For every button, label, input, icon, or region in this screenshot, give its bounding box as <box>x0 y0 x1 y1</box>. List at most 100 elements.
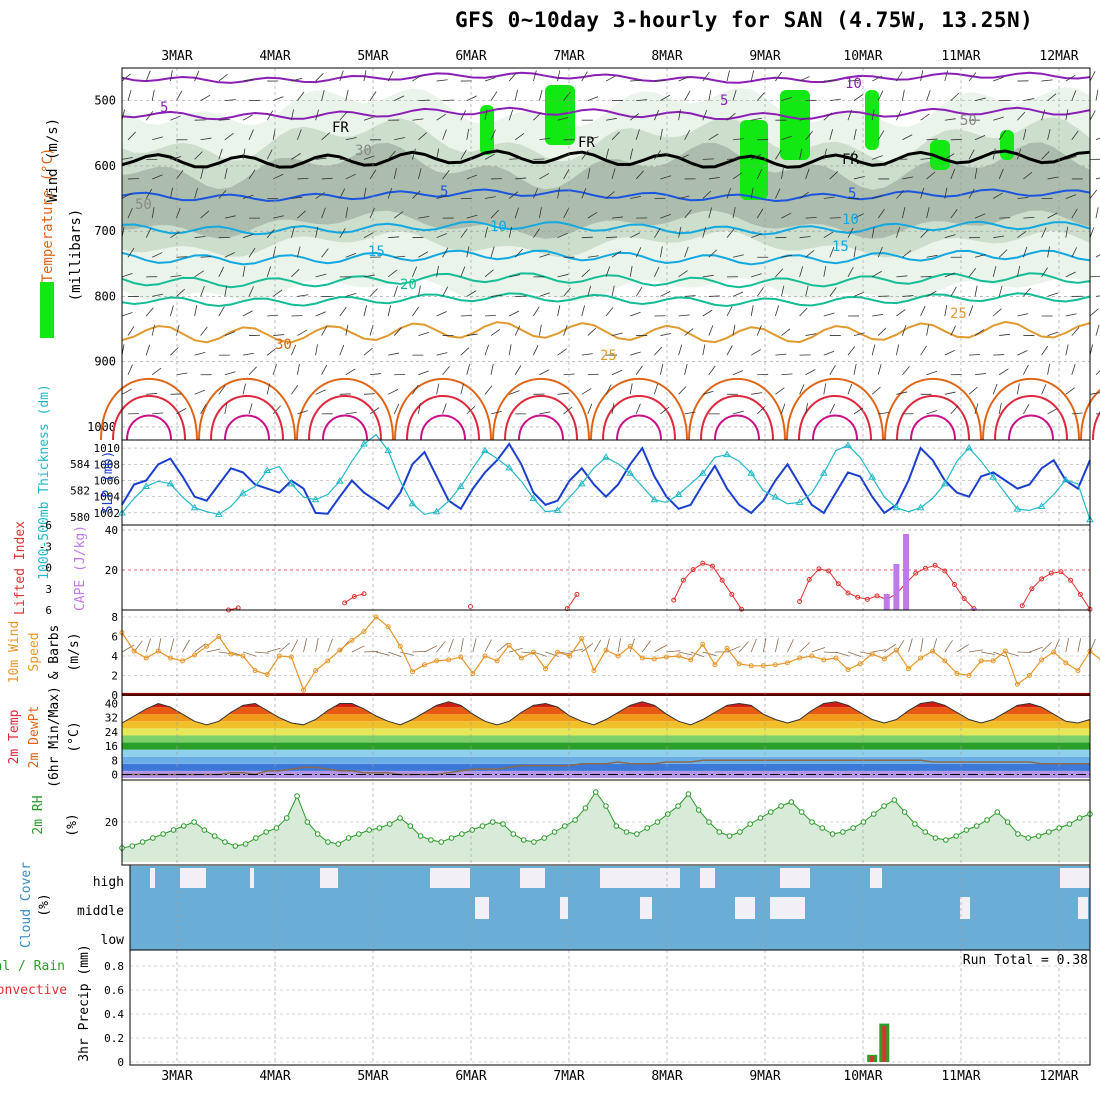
wind-barb <box>436 352 448 356</box>
wind-barb-10m <box>932 638 938 653</box>
panel-bg-precip <box>130 950 1090 1065</box>
wind-barb <box>799 384 805 395</box>
wind-speed-marker <box>1014 681 1020 687</box>
wind-barb <box>291 226 295 238</box>
wind-barb <box>684 90 691 101</box>
wind-barb <box>853 213 865 219</box>
wind-barb-10m <box>460 638 464 653</box>
thickness-marker <box>239 489 247 496</box>
wind-barb <box>442 170 450 180</box>
wind-barb <box>581 388 592 395</box>
ylabel-wind-10m: (m/s) <box>67 632 82 671</box>
wind-speed-marker <box>918 655 924 661</box>
wind-barb <box>872 75 883 82</box>
wind-barb <box>345 324 349 336</box>
rh2m-marker <box>767 809 774 815</box>
wind-barb <box>224 132 234 141</box>
rh2m-marker <box>129 843 136 849</box>
rh2m-marker <box>726 833 733 839</box>
wind-barb <box>1041 109 1046 121</box>
wind-barb <box>272 405 281 415</box>
wind-barb <box>1095 137 1100 141</box>
wind-barb-10m <box>1017 651 1032 653</box>
wind-barb <box>726 112 736 121</box>
wind-barb <box>557 348 567 356</box>
thickness-marker <box>844 441 852 448</box>
wind-barb <box>823 112 833 121</box>
wind-speed-marker <box>506 642 512 648</box>
date-label-bottom: 12MAR <box>1039 1069 1078 1084</box>
wind-barb <box>1017 197 1029 199</box>
wind-barb <box>242 148 246 160</box>
wind-barb <box>466 174 478 180</box>
wind-barb <box>321 364 328 375</box>
panel-frame-precip <box>129 949 1091 1066</box>
wind-barb-10m <box>400 651 414 656</box>
wind-barb <box>394 137 406 141</box>
wind-barb <box>533 306 540 317</box>
wind-barb <box>533 345 539 356</box>
wind-barb <box>853 128 857 140</box>
rh2m-marker <box>201 827 208 833</box>
wind-barb <box>557 232 568 239</box>
wind-barb <box>968 354 981 356</box>
wind-barb <box>539 253 551 258</box>
wind-barb <box>732 291 744 297</box>
wind-barb <box>1017 383 1020 395</box>
wind-barb <box>968 386 978 395</box>
boundary-layer-contour <box>406 394 480 441</box>
thickness-marker <box>940 479 949 487</box>
wind-barb <box>339 228 346 238</box>
wind-barb <box>442 365 450 375</box>
wind-barb <box>315 73 324 82</box>
wind-barb <box>315 344 318 356</box>
lifted-index-marker <box>709 563 715 569</box>
wind-barb-10m <box>835 651 850 657</box>
wind-barb <box>920 157 932 160</box>
wind-barb <box>412 74 422 82</box>
lifted-index-marker <box>739 606 745 612</box>
cloud-clear-high <box>870 868 882 888</box>
wind-barb <box>539 369 550 376</box>
wind-barb-10m <box>1065 638 1070 653</box>
rh-high-patch <box>930 140 950 170</box>
date-label-bottom: 10MAR <box>843 1069 882 1084</box>
boundary-layer-contour <box>308 394 382 441</box>
date-label-bottom: 11MAR <box>941 1069 980 1084</box>
lifted-index-marker <box>942 568 948 574</box>
rh2m-marker <box>253 835 259 841</box>
wind-barb <box>775 387 785 395</box>
wind-barb <box>974 97 986 102</box>
wind-barb <box>1089 189 1098 199</box>
thickness-marker <box>456 482 465 489</box>
ylabel-temp2m: 2m Temp <box>7 709 22 764</box>
thickness-marker <box>214 510 223 517</box>
wind-barb <box>732 324 736 336</box>
wind-barb <box>563 208 570 219</box>
wind-barb <box>896 190 905 199</box>
wind-barb <box>660 128 663 140</box>
wind-barb <box>563 325 568 336</box>
wind-barb <box>775 149 782 160</box>
date-label-bottom: 4MAR <box>259 1069 290 1084</box>
wind-speed-marker <box>639 655 645 661</box>
wind-barb <box>242 114 253 121</box>
wind-barb <box>248 129 254 140</box>
wind-barb <box>732 172 743 180</box>
ylabel-rh2m-units: (%) <box>65 813 80 836</box>
wind-barb-10m <box>1005 651 1019 657</box>
wind-barb <box>993 76 1004 82</box>
wind-speed-marker <box>373 614 379 620</box>
tick-label-thickness: 582 <box>70 484 90 497</box>
wind-barb <box>587 327 597 336</box>
wind-barb <box>751 154 762 160</box>
wind-speed-marker <box>240 653 246 659</box>
precip-convective-bar <box>870 1056 875 1062</box>
rh2m-marker <box>376 825 383 831</box>
boundary-layer-contour <box>688 378 786 441</box>
wind-barb <box>248 247 256 258</box>
wind-barb <box>775 305 780 317</box>
wind-barb <box>611 369 623 376</box>
wind-barb <box>853 407 864 415</box>
wind-barb <box>266 266 272 277</box>
